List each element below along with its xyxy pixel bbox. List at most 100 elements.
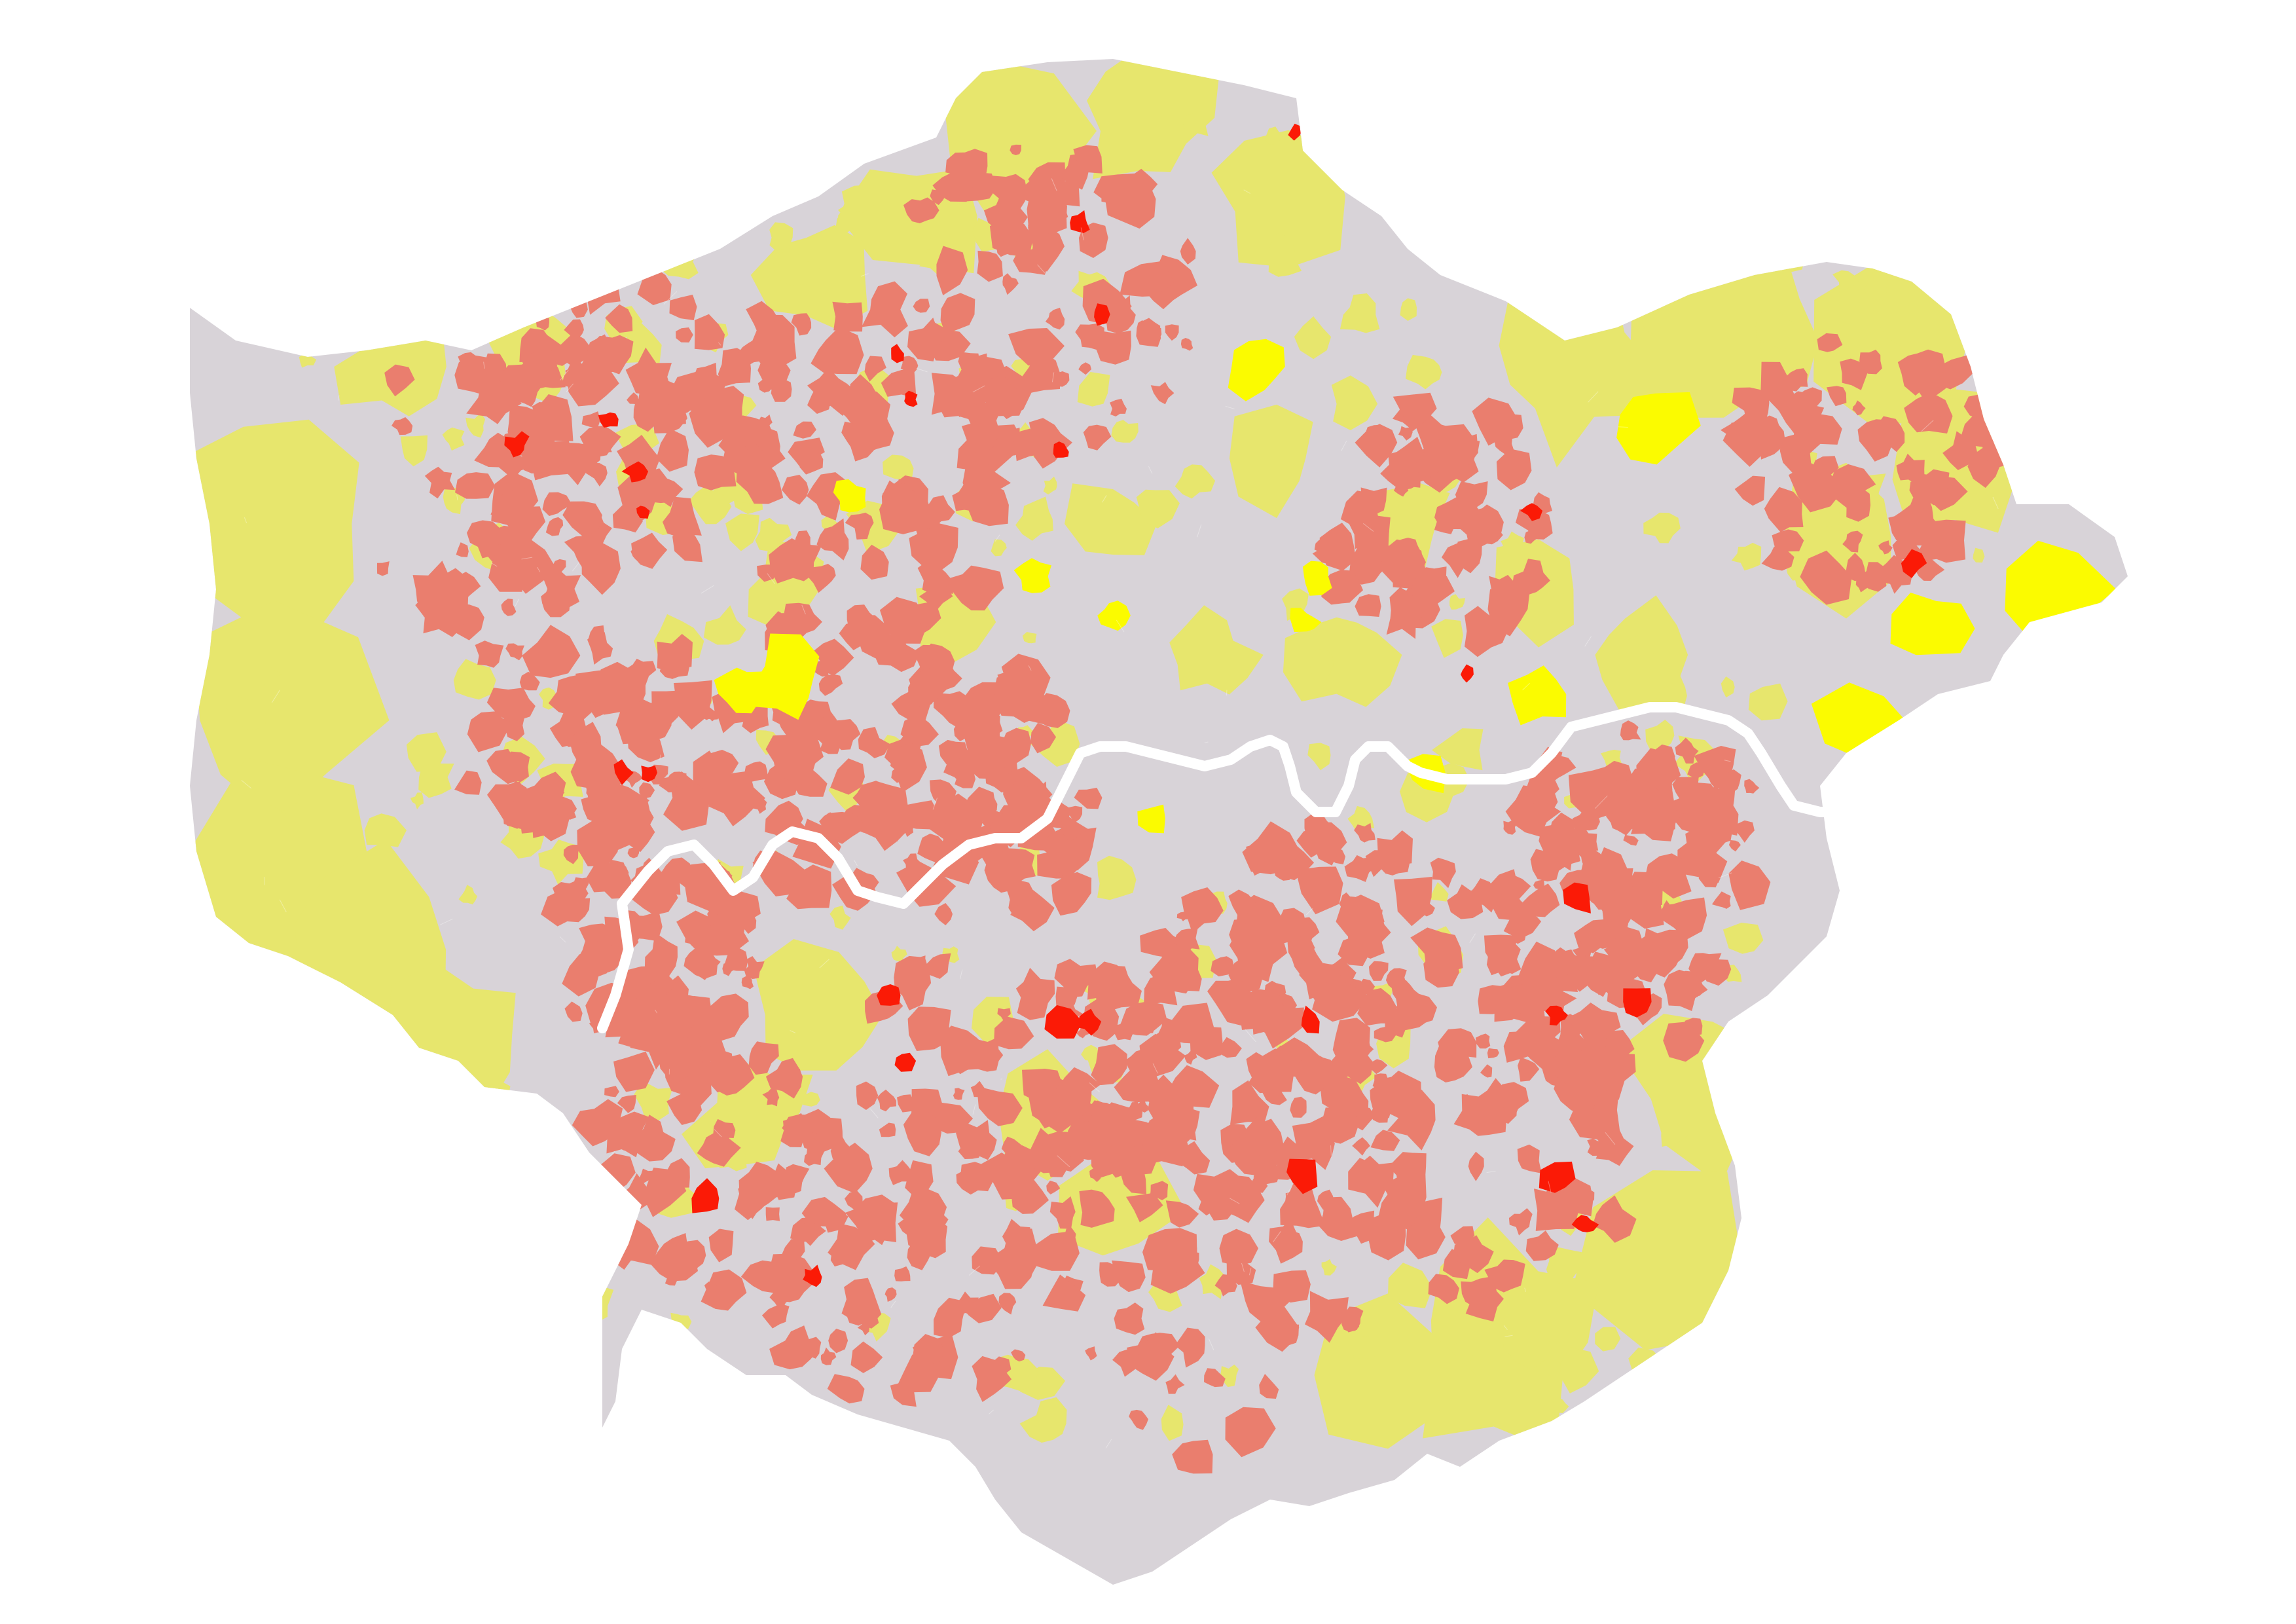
- salmon-tract: [752, 314, 797, 369]
- pale-yellow-tract: [406, 732, 446, 772]
- pale-yellow-tract: [364, 813, 407, 847]
- pale-yellow-tract: [1182, 113, 1209, 136]
- salmon-tract: [814, 1117, 843, 1146]
- salmon-tract: [655, 868, 681, 895]
- salmon-tract: [769, 1325, 820, 1370]
- bright-yellow-area: [1228, 339, 1285, 401]
- tract-boundary: [1362, 523, 1374, 532]
- salmon-tract: [1163, 1065, 1220, 1108]
- salmon-tract: [780, 1113, 818, 1147]
- salmon-tract: [384, 364, 415, 397]
- pale-yellow-tract: [1973, 547, 1985, 563]
- tract-boundary: [1243, 189, 1250, 194]
- salmon-tract: [1180, 238, 1196, 265]
- salmon-tract: [1387, 1090, 1436, 1151]
- salmon-tract: [1002, 1219, 1032, 1252]
- salmon-tract: [1068, 805, 1083, 822]
- tract-boundary: [1921, 420, 1934, 432]
- salmon-tract: [1355, 594, 1381, 617]
- tract-boundary: [560, 369, 569, 381]
- tract-boundary: [718, 342, 721, 346]
- salmon-tract: [941, 1026, 955, 1040]
- salmon-tract: [614, 811, 655, 853]
- pale-yellow-tract: [883, 454, 914, 480]
- salmon-tract: [625, 911, 663, 942]
- salmon-tract: [741, 976, 754, 989]
- pale-yellow-tract: [803, 1092, 820, 1107]
- salmon-tract: [767, 322, 783, 334]
- pale-yellow-tract: [1022, 632, 1037, 644]
- salmon-tract: [744, 956, 765, 979]
- salmon-tract: [632, 370, 678, 415]
- salmon-tract: [813, 638, 854, 675]
- salmon-tract: [1468, 878, 1502, 913]
- pale-yellow-area: [1314, 1293, 1477, 1449]
- salmon-tract: [1155, 1029, 1182, 1053]
- salmon-tract: [542, 492, 572, 516]
- salmon-tract: [1450, 1226, 1475, 1245]
- salmon-tract: [1386, 587, 1428, 639]
- salmon-tract: [1368, 961, 1389, 981]
- tract-boundary: [659, 754, 661, 761]
- pale-yellow-area: [1065, 483, 1157, 555]
- pale-yellow-tract: [1331, 375, 1378, 430]
- salmon-tract: [900, 356, 919, 377]
- salmon-tract: [1664, 969, 1708, 1011]
- salmon-tract: [1112, 1349, 1147, 1377]
- salmon-tract: [1475, 1033, 1491, 1049]
- salmon-tract: [707, 750, 739, 779]
- salmon-tract: [977, 1086, 1023, 1126]
- salmon-tract: [723, 946, 748, 971]
- pale-yellow-tract: [1077, 372, 1110, 407]
- pale-yellow-tract: [1111, 420, 1139, 443]
- salmon-tract: [656, 428, 689, 472]
- salmon-tract: [917, 834, 952, 864]
- salmon-tract: [617, 1095, 636, 1113]
- salmon-tract: [541, 565, 581, 608]
- salmon-tract: [1496, 449, 1532, 490]
- tract-boundary: [1241, 1263, 1245, 1272]
- salmon-tract: [1592, 1195, 1637, 1243]
- red-hotspot: [803, 1264, 822, 1287]
- tract-boundary: [566, 383, 574, 392]
- salmon-tract: [630, 545, 651, 563]
- salmon-tract: [1359, 978, 1376, 995]
- salmon-tract: [674, 1240, 706, 1270]
- pale-yellow-tract: [835, 204, 864, 236]
- salmon-tract: [1533, 879, 1544, 889]
- salmon-tract: [890, 743, 917, 773]
- pale-yellow-tract: [1432, 728, 1484, 771]
- tract-boundary: [767, 573, 776, 584]
- salmon-tract: [522, 771, 566, 819]
- salmon-tract: [1624, 798, 1680, 833]
- tract-boundary: [1204, 741, 1209, 744]
- salmon-tract: [1032, 1230, 1080, 1271]
- pale-yellow-area: [1229, 404, 1313, 519]
- salmon-tract: [782, 475, 809, 505]
- salmon-tract: [960, 1162, 995, 1192]
- salmon-tract: [1055, 986, 1078, 1012]
- river-thames: [597, 702, 1851, 1033]
- tract-boundary: [279, 899, 287, 913]
- pale-yellow-tract: [418, 764, 454, 798]
- salmon-tract: [1123, 1145, 1158, 1175]
- salmon-tract: [1344, 855, 1377, 882]
- tract-boundary: [869, 1108, 879, 1118]
- salmon-tract: [909, 955, 926, 974]
- salmon-tract: [1672, 777, 1699, 807]
- salmon-tract: [968, 1293, 1002, 1323]
- salmon-tract: [1512, 927, 1526, 944]
- salmon-tract: [955, 769, 975, 788]
- salmon-tract: [811, 327, 864, 375]
- salmon-tract: [961, 420, 1000, 451]
- salmon-tract: [1269, 908, 1307, 944]
- pale-yellow-area: [190, 419, 359, 638]
- red-hotspot: [1461, 664, 1474, 683]
- salmon-tract: [1624, 875, 1664, 929]
- salmon-tract: [926, 953, 951, 979]
- red-hotspot: [1286, 1158, 1318, 1194]
- tract-boundary: [559, 936, 566, 943]
- salmon-tract: [765, 730, 824, 786]
- salmon-tract: [1253, 1154, 1281, 1185]
- salmon-tract: [612, 504, 643, 533]
